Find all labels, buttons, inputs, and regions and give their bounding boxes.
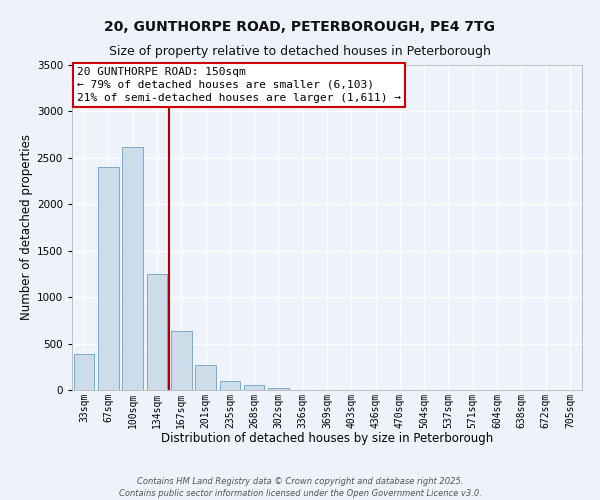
- Bar: [171, 330, 191, 390]
- Text: 20, GUNTHORPE ROAD, PETERBOROUGH, PE4 7TG: 20, GUNTHORPE ROAD, PETERBOROUGH, PE4 7T…: [104, 20, 496, 34]
- Bar: [74, 354, 94, 390]
- Bar: [195, 365, 216, 390]
- Bar: [220, 381, 240, 390]
- Bar: [268, 388, 289, 390]
- Bar: [146, 274, 167, 390]
- Text: Size of property relative to detached houses in Peterborough: Size of property relative to detached ho…: [109, 45, 491, 58]
- X-axis label: Distribution of detached houses by size in Peterborough: Distribution of detached houses by size …: [161, 432, 493, 445]
- Bar: [98, 167, 119, 390]
- Bar: [244, 386, 265, 390]
- Text: Contains HM Land Registry data © Crown copyright and database right 2025.
Contai: Contains HM Land Registry data © Crown c…: [119, 476, 481, 498]
- Bar: [122, 146, 143, 390]
- Y-axis label: Number of detached properties: Number of detached properties: [20, 134, 32, 320]
- Text: 20 GUNTHORPE ROAD: 150sqm
← 79% of detached houses are smaller (6,103)
21% of se: 20 GUNTHORPE ROAD: 150sqm ← 79% of detac…: [77, 66, 401, 103]
